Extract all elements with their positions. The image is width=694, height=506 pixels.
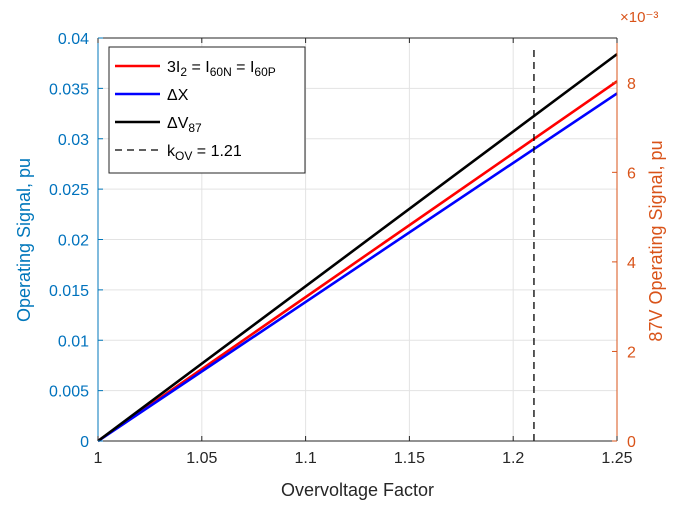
y-left-tick-label: 0.035 [49,81,89,98]
legend-label-1: ΔX [167,87,189,104]
legend-subscript: 2 [180,65,187,79]
series-line-2 [97,53,618,443]
x-axis-label: Overvoltage Factor [281,480,434,500]
legend-subscript: OV [175,149,192,163]
x-tick-label: 1.1 [294,450,316,467]
y-left-tick-label: 0.01 [58,333,89,350]
ticks: 1 1.05 1.1 1.15 1.2 1.2500.0050.010.0150.020.… [49,31,636,467]
y-left-tick-label: 0.005 [49,384,89,401]
legend-text-part: = I [187,59,210,76]
y-left-tick-label: 0.03 [58,132,89,149]
y-right-tick-label: 8 [627,76,636,93]
series-group [97,48,618,443]
y-left-tick-label: 0.015 [49,283,89,300]
legend-label-0: 3I2 = I60N = I60P [167,59,276,79]
y-left-tick-label: 0 [80,434,89,451]
legend-text-part: ΔV [167,115,189,132]
series-line-1 [97,92,618,443]
y-right-exponent: ×10⁻³ [620,9,658,26]
legend-label-2: ΔV87 [167,115,202,135]
x-tick-label: 1.05 [186,450,217,467]
x-tick-label: 1.2 [502,450,524,467]
legend-subscript: 87 [188,121,202,135]
y-left-tick-label: 0.04 [58,31,89,48]
y-left-tick-label: 0.025 [49,182,89,199]
y-right-tick-label: 2 [627,344,636,361]
legend-text-part: 3I [167,59,180,76]
legend-subscript: 60P [254,65,275,79]
legend-subscript: 60N [210,65,232,79]
y-left-axis-label: Operating Signal, pu [14,158,34,322]
legend-label-3: kOV = 1.21 [167,143,242,163]
legend-text-part: = 1.21 [192,143,241,160]
x-tick-label: 1 [94,450,103,467]
legend-text-part: k [167,143,176,160]
y-right-tick-label: 6 [627,165,636,182]
y-right-tick-label: 0 [627,434,636,451]
legend-text-part: ΔX [167,87,189,104]
y-right-axis-label: 87V Operating Signal, pu [646,140,666,341]
y-left-tick-label: 0.02 [58,233,89,250]
x-tick-label: 1.15 [394,450,425,467]
series-line-0 [97,80,618,443]
legend-box [108,46,306,174]
legend-text-part: = I [232,59,255,76]
y-right-tick-label: 4 [627,255,636,272]
x-tick-label: 1.25 [601,450,632,467]
